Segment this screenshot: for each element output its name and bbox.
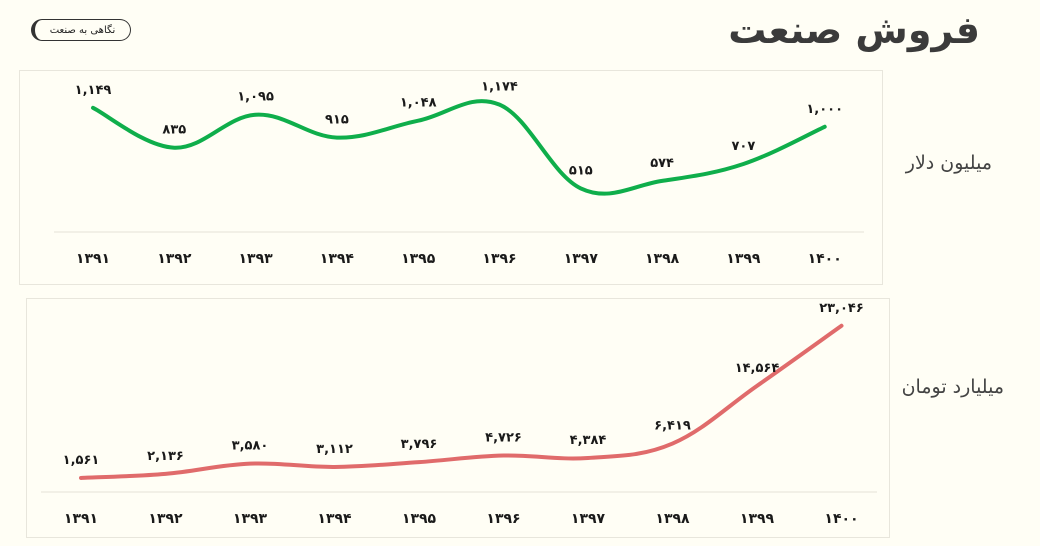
data-label: ۱,۰۰۰ (806, 102, 843, 117)
x-tick-label: ۱۳۹۹ (726, 251, 761, 267)
data-label: ۳,۷۹۶ (401, 437, 438, 452)
x-tick-label: ۱۳۹۱ (64, 511, 98, 527)
data-label: ۵۷۴ (650, 156, 674, 171)
data-label: ۱,۱۴۹ (75, 83, 112, 98)
page-title: فروش صنعت (728, 8, 980, 52)
data-label: ۹۱۵ (325, 113, 349, 128)
data-label: ۲,۱۳۶ (147, 449, 184, 464)
data-label: ۴,۷۲۶ (485, 431, 522, 446)
x-tick-label: ۱۳۹۵ (401, 251, 436, 267)
series-line (91, 99, 827, 196)
x-tick-label: ۱۳۹۱ (76, 251, 110, 267)
x-tick-label: ۱۳۹۷ (564, 251, 599, 267)
data-label: ۵۱۵ (569, 163, 593, 178)
x-tick-label: ۱۴۰۰ (808, 251, 842, 267)
data-label: ۱,۰۹۵ (237, 90, 274, 105)
x-tick-label: ۱۳۹۹ (740, 511, 775, 527)
data-label: ۱,۰۴۸ (400, 96, 437, 111)
data-label: ۳,۱۱۲ (316, 442, 353, 457)
x-tick-label: ۱۳۹۶ (486, 511, 520, 527)
dollar-sales-chart: ۱,۱۴۹ ۱۳۹۱ ۸۳۵ ۱۳۹۲ ۱,۰۹۵ ۱۳۹۳ ۹۱۵ ۱۳۹۴ ۱,۰۴۸ ۱۳۹… (54, 80, 864, 267)
x-tick-label: ۱۳۹۸ (645, 251, 680, 267)
x-tick-label: ۱۳۹۵ (402, 511, 437, 527)
toman-sales-chart: ۱,۵۶۱ ۱۳۹۱ ۲,۱۳۶ ۱۳۹۲ ۳,۵۸۰ ۱۳۹۳ ۳,۱۱۲ ۱۳۹۴ ۳,۷۹… (41, 301, 877, 527)
toman-unit-label: میلیارد تومان (901, 376, 1004, 398)
series-line (79, 323, 844, 480)
data-label: ۱۴,۵۶۴ (735, 361, 780, 376)
data-label: ۲۳,۰۴۶ (819, 301, 864, 316)
x-tick-label: ۱۳۹۷ (571, 511, 606, 527)
x-tick-label: ۱۳۹۲ (157, 251, 192, 267)
x-tick-label: ۱۳۹۳ (239, 251, 274, 267)
toman-chart-panel: ۱,۵۶۱ ۱۳۹۱ ۲,۱۳۶ ۱۳۹۲ ۳,۵۸۰ ۱۳۹۳ ۳,۱۱۲ ۱۳۹۴ ۳,۷۹… (26, 298, 890, 538)
data-label: ۷۰۷ (731, 139, 755, 154)
dollar-chart-panel: ۱,۱۴۹ ۱۳۹۱ ۸۳۵ ۱۳۹۲ ۱,۰۹۵ ۱۳۹۳ ۹۱۵ ۱۳۹۴ ۱,۰۴۸ ۱۳۹… (19, 70, 883, 285)
x-tick-label: ۱۳۹۲ (148, 511, 183, 527)
data-label: ۱,۱۷۴ (481, 80, 518, 95)
data-label: ۳,۵۸۰ (232, 439, 269, 454)
data-label: ۶,۴۱۹ (654, 419, 691, 434)
x-tick-label: ۱۳۹۶ (482, 251, 516, 267)
data-label: ۴,۳۸۴ (570, 433, 607, 448)
data-label: ۸۳۵ (162, 123, 186, 138)
x-tick-label: ۱۳۹۳ (233, 511, 268, 527)
industry-glance-button[interactable]: نگاهی به صنعت (31, 19, 131, 41)
x-tick-label: ۱۴۰۰ (824, 511, 858, 527)
x-tick-label: ۱۳۹۴ (320, 251, 355, 267)
data-label: ۱,۵۶۱ (63, 453, 100, 468)
dollar-unit-label: میلیون دلار (905, 152, 992, 174)
x-tick-label: ۱۳۹۸ (655, 511, 690, 527)
x-tick-label: ۱۳۹۴ (317, 511, 352, 527)
